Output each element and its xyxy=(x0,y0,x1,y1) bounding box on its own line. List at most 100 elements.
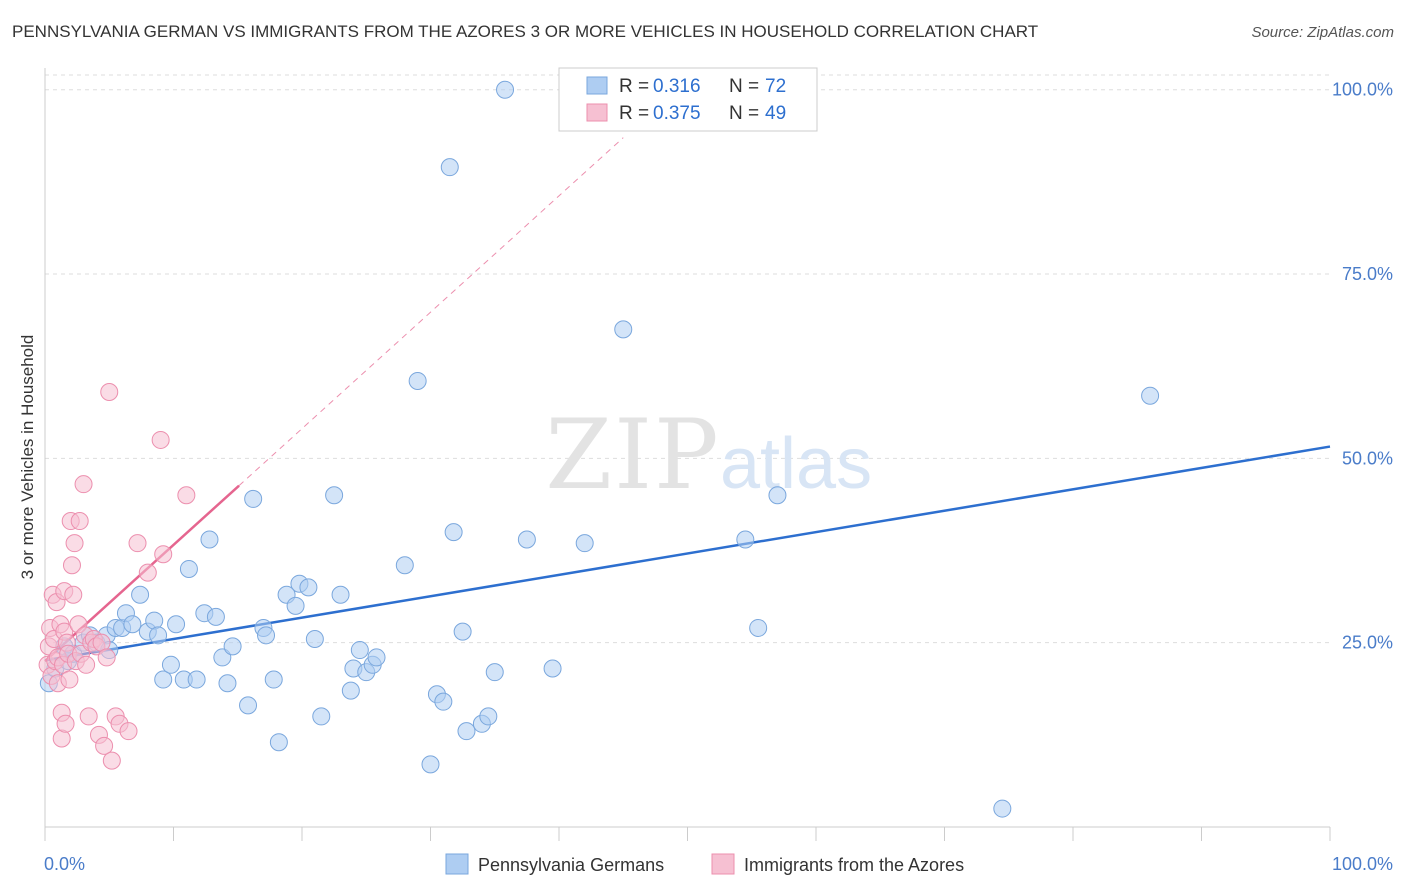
point-pennsylvania-germans xyxy=(434,692,453,711)
point-pennsylvania-germans xyxy=(244,489,263,508)
legend-label-immigrants-azores: Immigrants from the Azores xyxy=(744,855,964,875)
points-layer xyxy=(38,80,1160,818)
watermark-atlas: atlas xyxy=(720,424,872,504)
point-immigrants-azores xyxy=(97,648,116,667)
point-pennsylvania-germans xyxy=(206,607,225,626)
point-pennsylvania-germans xyxy=(736,530,755,549)
point-immigrants-azores xyxy=(102,751,121,770)
point-pennsylvania-germans xyxy=(331,585,350,604)
chart-title: PENNSYLVANIA GERMAN VS IMMIGRANTS FROM T… xyxy=(12,22,1039,41)
point-pennsylvania-germans xyxy=(305,630,324,648)
watermark: ZIP atlas xyxy=(545,399,872,511)
point-pennsylvania-germans xyxy=(264,670,283,689)
point-pennsylvania-germans xyxy=(496,80,515,99)
point-pennsylvania-germans xyxy=(239,696,258,715)
stats-n-label-pink: N = xyxy=(729,103,759,124)
point-pennsylvania-germans xyxy=(341,681,360,700)
point-immigrants-azores xyxy=(151,430,170,449)
stats-r-value-pink: 0.375 xyxy=(653,103,701,124)
point-pennsylvania-germans xyxy=(131,585,150,604)
point-pennsylvania-germans xyxy=(269,733,288,752)
point-immigrants-azores xyxy=(56,714,75,733)
point-pennsylvania-germans xyxy=(299,578,318,597)
point-immigrants-azores xyxy=(79,707,98,726)
series-legend: Pennsylvania Germans Immigrants from the… xyxy=(445,853,964,875)
point-pennsylvania-germans xyxy=(1141,386,1160,405)
point-pennsylvania-germans xyxy=(161,655,180,674)
point-pennsylvania-germans xyxy=(286,596,305,615)
point-pennsylvania-germans xyxy=(123,615,142,634)
y-tick-label: 50.0% xyxy=(1342,448,1393,468)
point-pennsylvania-germans xyxy=(575,534,594,553)
stats-legend-swatch-pink xyxy=(586,103,608,122)
point-pennsylvania-germans xyxy=(149,626,168,645)
stats-n-label-blue: N = xyxy=(729,76,759,97)
watermark-zip: ZIP xyxy=(545,399,720,511)
point-pennsylvania-germans xyxy=(543,659,562,678)
point-immigrants-azores xyxy=(128,534,147,553)
point-pennsylvania-germans xyxy=(179,559,198,578)
point-pennsylvania-germans xyxy=(768,486,787,505)
point-immigrants-azores xyxy=(77,655,96,674)
point-immigrants-azores xyxy=(95,736,114,755)
point-pennsylvania-germans xyxy=(453,622,472,641)
stats-n-value-pink: 49 xyxy=(765,103,786,124)
stats-n-value-blue: 72 xyxy=(765,76,786,97)
trendline-azores-extension xyxy=(238,137,624,487)
point-pennsylvania-germans xyxy=(440,158,459,177)
point-immigrants-azores xyxy=(62,556,81,575)
point-pennsylvania-germans xyxy=(187,670,206,689)
point-pennsylvania-germans xyxy=(444,523,463,542)
legend-swatch-immigrants-azores xyxy=(711,853,735,875)
axis-layer: 25.0% 50.0% 75.0% 100.0% 0.0% 100.0% xyxy=(44,68,1393,874)
stats-r-value-blue: 0.316 xyxy=(653,76,701,97)
point-pennsylvania-germans xyxy=(167,615,186,634)
point-immigrants-azores xyxy=(138,563,157,582)
grid-layer xyxy=(45,74,1330,644)
point-pennsylvania-germans xyxy=(312,707,331,726)
point-immigrants-azores xyxy=(52,729,71,748)
y-tick-label: 25.0% xyxy=(1342,633,1393,653)
point-immigrants-azores xyxy=(119,722,138,741)
point-pennsylvania-germans xyxy=(395,556,414,575)
point-immigrants-azores xyxy=(64,585,83,604)
point-pennsylvania-germans xyxy=(485,663,504,682)
point-pennsylvania-germans xyxy=(325,486,344,505)
x-tick-label-max: 100.0% xyxy=(1332,854,1393,874)
stats-r-label-pink: R = xyxy=(619,103,649,124)
point-pennsylvania-germans xyxy=(218,674,237,693)
point-pennsylvania-germans xyxy=(408,371,427,390)
point-pennsylvania-germans xyxy=(367,648,386,667)
point-pennsylvania-germans xyxy=(614,320,633,339)
point-pennsylvania-germans xyxy=(993,799,1012,818)
y-tick-label: 100.0% xyxy=(1332,80,1393,100)
point-pennsylvania-germans xyxy=(421,755,440,774)
point-pennsylvania-germans xyxy=(154,670,173,689)
point-immigrants-azores xyxy=(70,512,89,531)
point-immigrants-azores xyxy=(177,486,196,505)
point-immigrants-azores xyxy=(60,670,79,689)
point-pennsylvania-germans xyxy=(213,648,232,667)
point-pennsylvania-germans xyxy=(200,530,219,549)
point-pennsylvania-germans xyxy=(517,530,536,549)
y-axis-title: 3 or more Vehicles in Household xyxy=(18,335,37,580)
point-immigrants-azores xyxy=(154,545,173,564)
point-pennsylvania-germans xyxy=(749,618,768,637)
point-immigrants-azores xyxy=(65,534,84,553)
point-pennsylvania-germans xyxy=(145,611,164,630)
legend-swatch-pennsylvania-germans xyxy=(445,853,469,875)
x-tick-label-min: 0.0% xyxy=(44,854,85,874)
point-immigrants-azores xyxy=(100,383,119,402)
stats-legend: R = 0.316 N = 72 R = 0.375 N = 49 xyxy=(558,67,818,132)
point-pennsylvania-germans xyxy=(223,637,242,656)
point-pennsylvania-germans xyxy=(457,722,476,741)
point-pennsylvania-germans xyxy=(257,626,276,645)
stats-r-label-blue: R = xyxy=(619,76,649,97)
point-pennsylvania-germans xyxy=(479,707,498,726)
y-tick-label: 75.0% xyxy=(1342,264,1393,284)
point-immigrants-azores xyxy=(74,475,93,494)
source-credit: Source: ZipAtlas.com xyxy=(1251,24,1394,41)
legend-label-pennsylvania-germans: Pennsylvania Germans xyxy=(478,855,664,875)
stats-legend-swatch-blue xyxy=(586,76,608,95)
